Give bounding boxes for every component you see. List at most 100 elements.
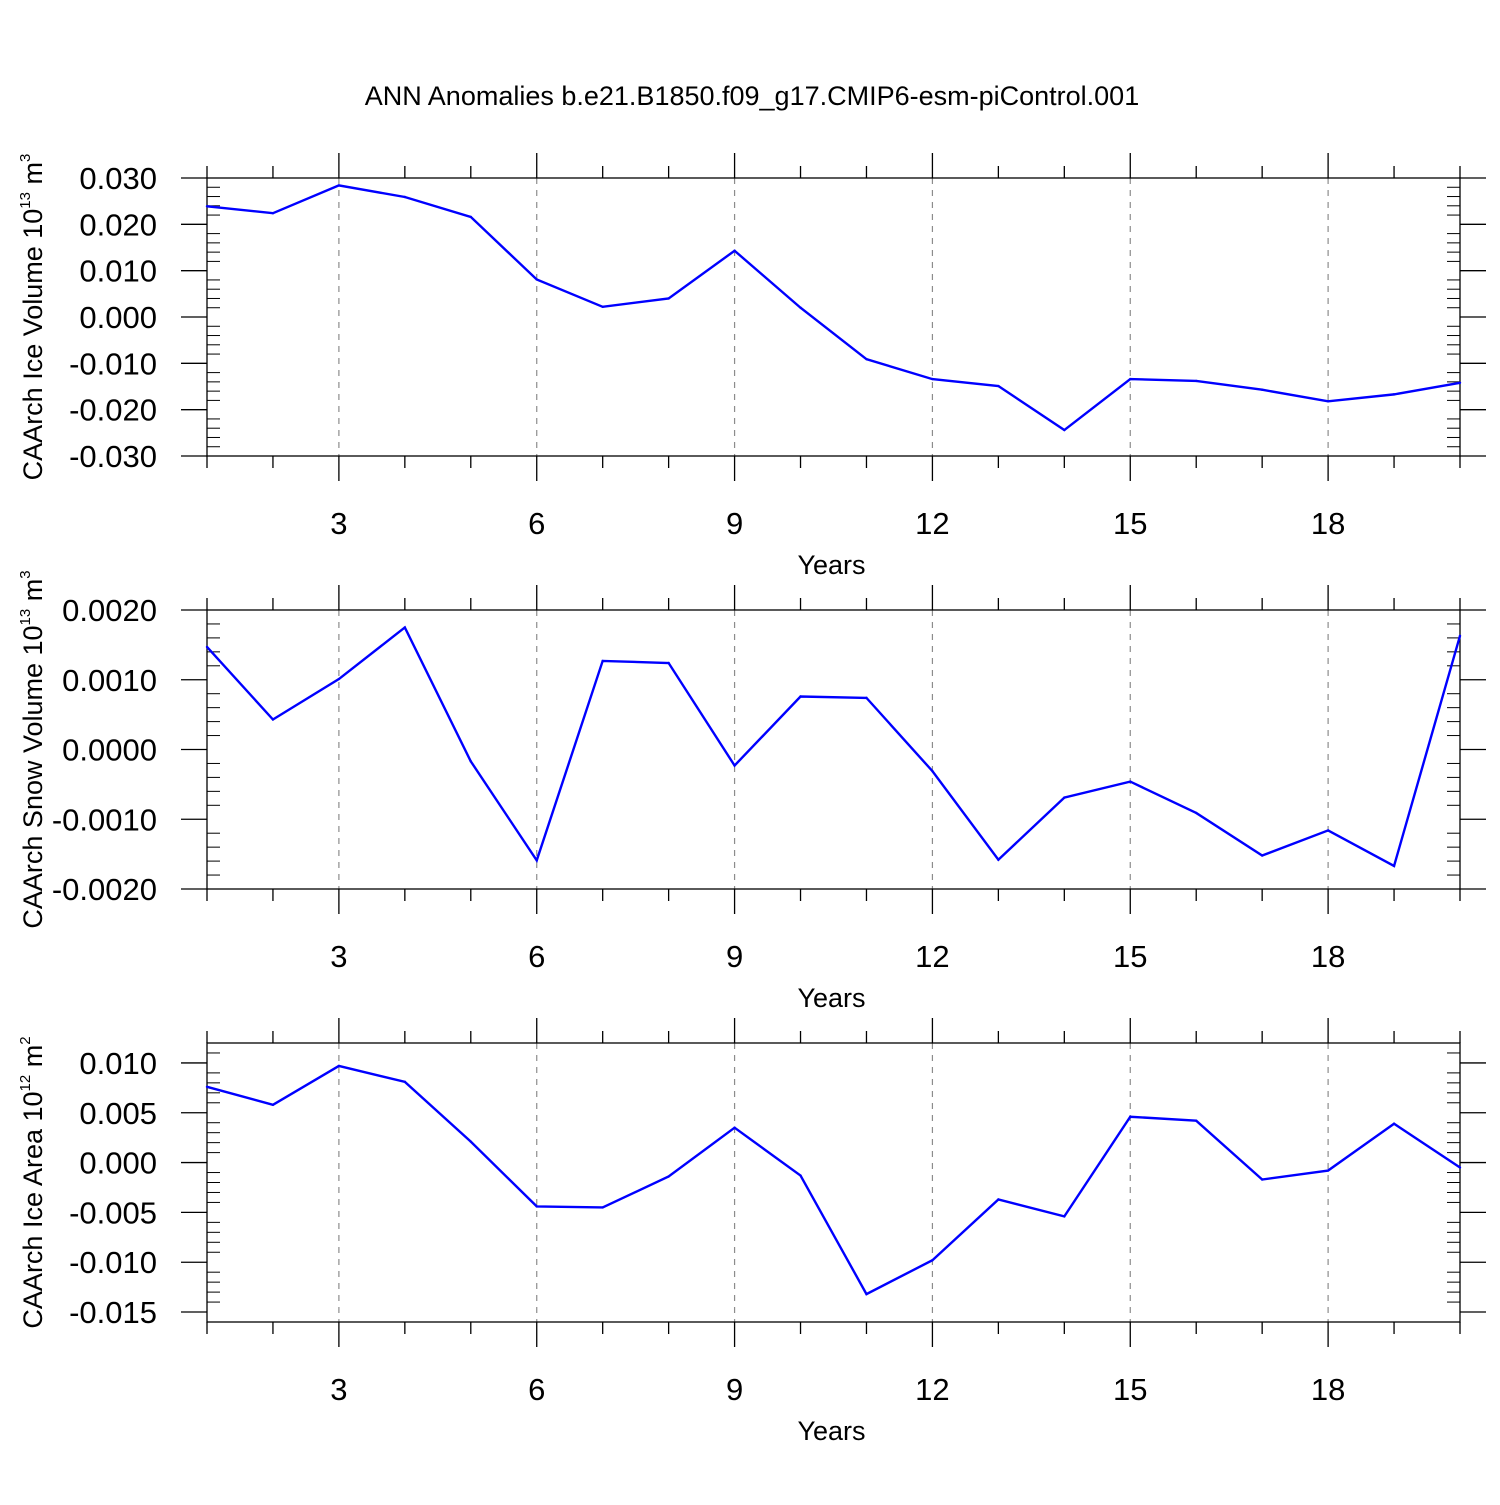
- x-axis-label: Years: [797, 550, 865, 580]
- data-point: [337, 184, 341, 187]
- series-line: [206, 625, 1462, 868]
- x-tick-label: 9: [726, 939, 743, 974]
- y-tick-label: 0.010: [79, 254, 157, 289]
- data-point: [601, 305, 604, 309]
- y-tick-label: 0.005: [79, 1096, 157, 1131]
- data-point: [1129, 780, 1132, 783]
- x-tick-label: 18: [1311, 1372, 1345, 1407]
- y-tick-label: 0.0020: [62, 593, 157, 628]
- data-point: [1063, 428, 1066, 432]
- panels: -0.030 -0.020 -0.010 0.000 0.010 0.020 0.030 3 6…: [17, 153, 1486, 1446]
- y-axis-label: CAArch Ice Area 1012 m2: [17, 1036, 48, 1328]
- y-tick-label: 0.010: [79, 1046, 157, 1081]
- x-axis-label: Years: [797, 983, 865, 1013]
- y-tick-label: -0.005: [69, 1195, 157, 1230]
- data-point: [403, 1080, 407, 1084]
- data-point: [469, 1140, 472, 1143]
- x-tick-label: 3: [330, 939, 347, 974]
- data-point: [865, 357, 868, 361]
- y-axis-label-exponent: 12: [17, 1075, 34, 1092]
- data-point: [997, 1198, 1000, 1201]
- x-tick-label: 15: [1113, 506, 1147, 541]
- data-point: [1392, 1122, 1396, 1125]
- data-point: [1458, 381, 1462, 384]
- y-axis-label-unit: m: [18, 1045, 48, 1075]
- x-tick-label: 6: [528, 939, 545, 974]
- data-point: [1326, 400, 1330, 403]
- y-axis-label-unit-exponent: 3: [17, 570, 34, 578]
- data-point: [1458, 634, 1462, 638]
- y-tick-label: -0.015: [69, 1295, 157, 1330]
- data-point: [1129, 377, 1132, 381]
- y-axis-label-exponent: 13: [17, 192, 34, 209]
- x-tick-label: 15: [1113, 1372, 1147, 1407]
- plot-frame: [206, 177, 1461, 457]
- data-point: [337, 677, 341, 681]
- x-axis-label: Years: [797, 1416, 865, 1446]
- y-axis-label: CAArch Ice Volume 1013 m3: [17, 154, 48, 481]
- chart-panel-2: -0.0020 -0.0010 0.0000 0.0010 0.0020 3 6 9 12 15 1…: [17, 570, 1486, 1013]
- data-point: [205, 205, 209, 208]
- x-tick-label: 9: [726, 1372, 743, 1407]
- data-point: [271, 718, 275, 721]
- data-point: [931, 769, 934, 773]
- data-point: [403, 626, 407, 629]
- x-tick-label: 6: [528, 506, 545, 541]
- x-tick-label: 12: [915, 1372, 949, 1407]
- data-point: [799, 1174, 802, 1177]
- data-point: [1458, 1166, 1462, 1169]
- data-point: [205, 1085, 209, 1089]
- data-point: [733, 1126, 736, 1129]
- data-point: [799, 306, 802, 309]
- data-point: [997, 384, 1000, 388]
- y-axis-label-text: CAArch Ice Volume 10: [18, 209, 48, 481]
- data-point: [931, 377, 934, 381]
- data-point: [1392, 393, 1396, 396]
- data-point: [931, 1259, 934, 1262]
- data-point: [337, 1064, 341, 1068]
- y-tick-label: -0.030: [69, 439, 157, 474]
- y-tick-label: -0.020: [69, 393, 157, 428]
- y-axis-label-unit-exponent: 3: [17, 154, 34, 162]
- x-tick-label: 3: [330, 1372, 347, 1407]
- x-tick-label: 12: [915, 506, 949, 541]
- y-axis-label-unit-exponent: 2: [17, 1036, 34, 1044]
- y-tick-label: 0.000: [79, 300, 157, 335]
- plot-frame: [206, 1042, 1461, 1323]
- y-tick-label: -0.010: [69, 346, 157, 381]
- data-point: [535, 278, 538, 281]
- data-point: [733, 249, 736, 252]
- data-point: [271, 212, 275, 215]
- data-point: [1129, 1115, 1132, 1118]
- y-tick-label: 0.0000: [62, 733, 157, 768]
- data-point: [535, 859, 538, 862]
- data-point: [667, 297, 670, 300]
- figure-title: ANN Anomalies b.e21.B1850.f09_g17.CMIP6-…: [365, 81, 1139, 111]
- y-tick-label: -0.010: [69, 1245, 157, 1280]
- data-point: [667, 661, 670, 665]
- y-axis-label-exponent: 13: [17, 609, 34, 626]
- data-point: [1063, 1215, 1066, 1218]
- y-axis-label-unit: m: [18, 162, 48, 192]
- x-tick-label: 18: [1311, 506, 1345, 541]
- x-tick-label: 9: [726, 506, 743, 541]
- y-axis-label-text: CAArch Ice Area 10: [18, 1091, 48, 1328]
- data-point: [1260, 1178, 1264, 1181]
- data-point: [535, 1205, 538, 1208]
- data-point: [997, 858, 1000, 861]
- data-point: [271, 1103, 275, 1106]
- data-point: [1326, 1169, 1330, 1172]
- data-point: [1195, 1119, 1198, 1122]
- data-point: [1195, 811, 1198, 815]
- y-tick-label: 0.030: [79, 161, 157, 196]
- x-tick-label: 12: [915, 939, 949, 974]
- y-axis-label-text: CAArch Snow Volume 10: [18, 625, 48, 928]
- data-point: [865, 1292, 868, 1296]
- data-point: [667, 1175, 670, 1178]
- y-tick-label: -0.0010: [52, 802, 157, 837]
- y-axis-label-unit: m: [18, 579, 48, 609]
- data-point: [601, 659, 604, 663]
- data-point: [865, 696, 868, 700]
